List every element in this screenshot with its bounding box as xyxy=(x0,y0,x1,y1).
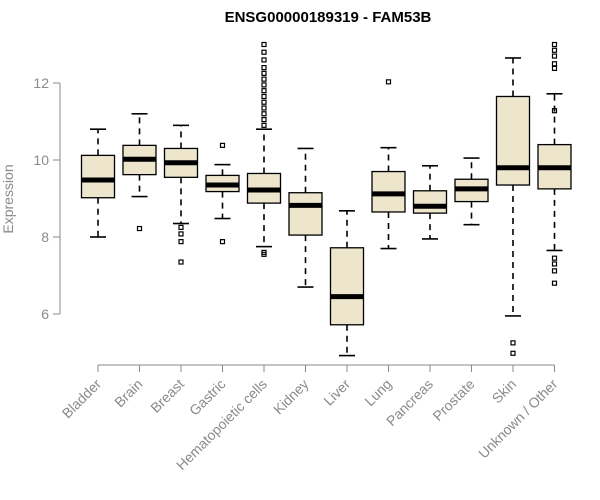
box-prostate xyxy=(454,157,489,226)
outlier-point xyxy=(219,142,226,148)
y-tick-label: 12 xyxy=(33,75,49,91)
y-tick-label: 6 xyxy=(41,306,49,322)
outlier-point xyxy=(551,41,558,48)
outlier-point xyxy=(219,239,226,245)
chart-title: ENSG00000189319 - FAM53B xyxy=(225,9,432,26)
outlier-point xyxy=(551,61,558,67)
x-tick-label: Breast xyxy=(147,376,187,416)
outlier-point xyxy=(261,105,267,111)
box-lung xyxy=(371,79,406,250)
outlier-point xyxy=(510,350,516,356)
outlier-point xyxy=(261,76,267,82)
outlier-point xyxy=(261,251,267,257)
x-tick-label: Brain xyxy=(111,376,145,410)
outlier-point xyxy=(261,93,267,100)
y-axis-label: Expression xyxy=(0,164,16,233)
x-tick-label: Unknown / Other xyxy=(475,376,561,462)
outlier-point xyxy=(551,47,558,53)
outlier-point xyxy=(510,340,516,346)
iqr-box xyxy=(412,190,448,214)
x-tick-label: Prostate xyxy=(429,376,477,424)
outlier-point xyxy=(178,239,184,245)
x-tick-label: Liver xyxy=(320,376,353,409)
outlier-point xyxy=(261,122,267,128)
outlier-point xyxy=(261,64,267,71)
outlier-point xyxy=(551,268,558,274)
outlier-point xyxy=(551,255,558,261)
outlier-point xyxy=(261,57,267,63)
outlier-point xyxy=(261,82,267,88)
box-bladder xyxy=(80,128,116,238)
x-tick-label: Bladder xyxy=(59,376,105,422)
y-tick-label: 8 xyxy=(41,229,49,245)
outlier-point xyxy=(261,49,267,55)
outlier-point xyxy=(261,99,267,105)
y-axis: 6 8 10 12 xyxy=(33,75,61,322)
y-tick-label: 10 xyxy=(33,152,49,168)
outlier-point xyxy=(551,65,558,71)
iqr-box xyxy=(80,154,116,199)
outlier-point xyxy=(261,88,267,94)
iqr-box xyxy=(288,192,323,236)
box-gastric xyxy=(205,142,240,245)
x-tick-label: Lung xyxy=(361,376,394,409)
outlier-point xyxy=(385,79,392,85)
box-unknown-other xyxy=(537,41,572,286)
outlier-point xyxy=(178,224,184,230)
box-brain xyxy=(122,113,157,232)
outlier-point xyxy=(261,41,267,48)
iqr-box xyxy=(329,247,365,326)
x-tick-label: Kidney xyxy=(270,376,312,418)
outlier-point xyxy=(551,108,558,114)
outlier-point xyxy=(551,53,558,59)
outlier-point xyxy=(261,70,267,76)
x-tick-label: Skin xyxy=(489,376,520,407)
outlier-point xyxy=(178,231,184,237)
outlier-point xyxy=(261,111,267,117)
iqr-box xyxy=(495,95,531,186)
outlier-point xyxy=(136,225,143,232)
outlier-point xyxy=(551,280,558,286)
box-breast xyxy=(163,124,199,265)
outlier-point xyxy=(551,261,558,267)
outlier-point xyxy=(178,259,184,265)
box-kidney xyxy=(288,147,323,288)
outlier-point xyxy=(261,116,267,123)
box-skin xyxy=(495,57,531,356)
box-liver xyxy=(329,210,365,357)
box-hematopoietic-cells xyxy=(246,41,282,257)
box-pancreas xyxy=(412,164,448,240)
box-group xyxy=(80,41,572,357)
